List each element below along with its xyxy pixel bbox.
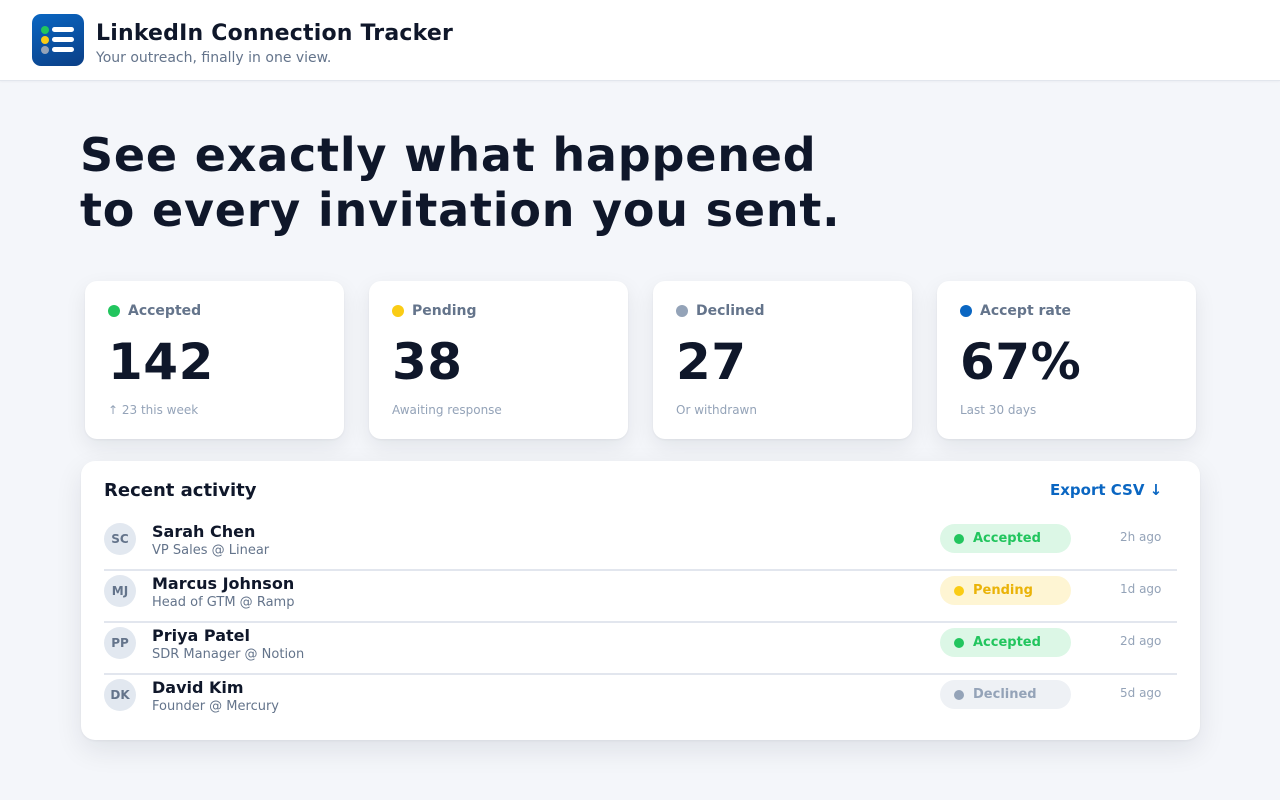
recent-activity-panel: Recent activity Export CSV ↓ SC Sarah Ch… <box>81 461 1200 740</box>
stat-note: ↑ 23 this week <box>108 403 199 417</box>
status-label: Accepted <box>973 635 1041 650</box>
contact-role: Head of GTM @ Ramp <box>152 595 295 610</box>
stat-card-declined: Declined 27 Or withdrawn <box>653 281 912 439</box>
stat-value: 27 <box>676 333 747 391</box>
recent-activity-title: Recent activity <box>104 480 257 501</box>
timestamp: 5d ago <box>1120 686 1162 700</box>
top-bar: LinkedIn Connection Tracker Your outreac… <box>0 0 1280 81</box>
stat-note: Last 30 days <box>960 403 1037 417</box>
stat-note: Awaiting response <box>392 403 502 417</box>
activity-row[interactable]: DK David Kim Founder @ Mercury Declined … <box>104 675 1177 727</box>
timestamp: 1d ago <box>1120 582 1162 596</box>
status-label: Accepted <box>973 531 1041 546</box>
avatar: MJ <box>104 575 136 607</box>
timestamp: 2d ago <box>1120 634 1162 648</box>
export-csv-button[interactable]: Export CSV ↓ <box>1050 481 1163 499</box>
contact-name: Marcus Johnson <box>152 574 295 593</box>
activity-row[interactable]: SC Sarah Chen VP Sales @ Linear Accepted… <box>104 519 1177 571</box>
contact-role: VP Sales @ Linear <box>152 543 270 558</box>
contact-name: David Kim <box>152 678 244 697</box>
stat-card-accepted: Accepted 142 ↑ 23 this week <box>85 281 344 439</box>
status-dot-icon <box>954 637 964 648</box>
stat-card-accept-rate: Accept rate 67% Last 30 days <box>937 281 1196 439</box>
timestamp: 2h ago <box>1120 530 1162 544</box>
status-label: Pending <box>973 583 1033 598</box>
avatar: DK <box>104 679 136 711</box>
status-badge: Accepted <box>940 628 1071 657</box>
status-dot-icon <box>954 689 964 700</box>
hero-line-1: See exactly what happened <box>80 128 817 182</box>
app-title: LinkedIn Connection Tracker <box>96 21 454 46</box>
avatar: SC <box>104 523 136 555</box>
status-badge: Accepted <box>940 524 1071 553</box>
status-dot-icon <box>954 585 964 596</box>
stat-value: 142 <box>108 333 214 391</box>
contact-role: Founder @ Mercury <box>152 699 280 714</box>
avatar: PP <box>104 627 136 659</box>
status-dot-icon <box>954 533 964 544</box>
contact-name: Sarah Chen <box>152 522 256 541</box>
status-badge: Pending <box>940 576 1071 605</box>
stat-label: Pending <box>412 303 477 319</box>
stat-label: Declined <box>696 303 765 319</box>
hero-line-2: to every invitation you sent. <box>80 183 841 237</box>
stat-card-pending: Pending 38 Awaiting response <box>369 281 628 439</box>
contact-name: Priya Patel <box>152 626 250 645</box>
stat-label: Accept rate <box>980 303 1072 319</box>
stat-label: Accepted <box>128 303 202 319</box>
app-subtitle: Your outreach, finally in one view. <box>96 50 332 66</box>
status-label: Declined <box>973 687 1037 702</box>
status-badge: Declined <box>940 680 1071 709</box>
stat-value: 38 <box>392 333 463 391</box>
declined-status-dot-icon <box>676 305 688 317</box>
contact-role: SDR Manager @ Notion <box>152 647 305 662</box>
activity-row[interactable]: MJ Marcus Johnson Head of GTM @ Ramp Pen… <box>104 571 1177 623</box>
app-logo-icon <box>32 14 84 66</box>
accepted-status-dot-icon <box>108 305 120 317</box>
pending-status-dot-icon <box>392 305 404 317</box>
stat-value: 67% <box>960 333 1082 391</box>
activity-row[interactable]: PP Priya Patel SDR Manager @ Notion Acce… <box>104 623 1177 675</box>
stat-note: Or withdrawn <box>676 403 757 417</box>
hero-heading: See exactly what happened to every invit… <box>80 128 840 238</box>
accept-rate-dot-icon <box>960 305 972 317</box>
